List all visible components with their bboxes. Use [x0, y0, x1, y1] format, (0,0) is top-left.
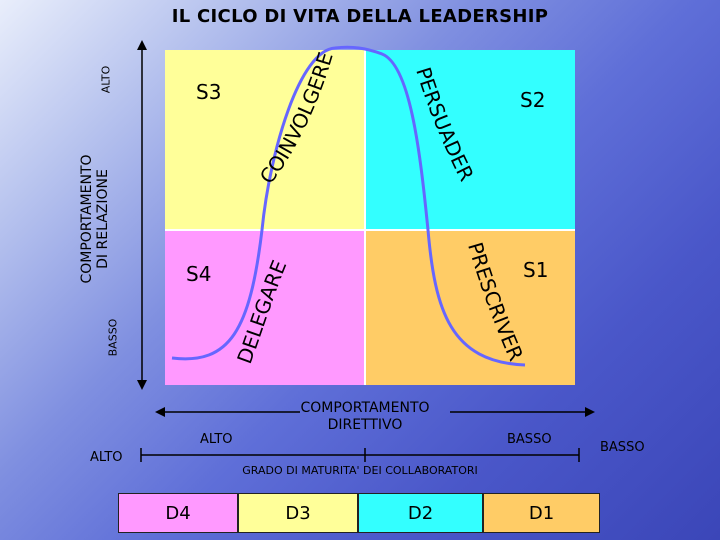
style-coinvolgere-text: COINVOLGERE	[255, 49, 338, 188]
x-axis-label: COMPORTAMENTO DIRETTIVO	[280, 400, 450, 434]
page-title: IL CICLO DI VITA DELLA LEADERSHIP	[171, 6, 549, 27]
y-axis-arrow	[137, 40, 147, 390]
level-d3: D3	[238, 493, 358, 533]
style-coinvolgere: COINVOLGERE	[255, 49, 338, 188]
maturity-low: BASSO	[600, 440, 645, 455]
level-d2: D2	[358, 493, 483, 533]
level-d4: D4	[118, 493, 238, 533]
x-axis-label-line2: DIRETTIVO	[327, 417, 403, 433]
quadrant-s2	[365, 50, 575, 230]
x-axis-arrow	[155, 407, 595, 417]
quadrant-divider-horizontal	[165, 229, 575, 231]
quadrant-s1	[365, 230, 575, 385]
style-delegare: DELEGARE	[232, 257, 291, 367]
curve-line	[171, 45, 526, 367]
s4-label: S4	[186, 262, 212, 286]
quadrant-divider-vertical	[364, 50, 366, 385]
maturity-scale	[140, 448, 580, 462]
s2-label: S2	[520, 88, 546, 112]
maturity-high: ALTO	[90, 450, 123, 465]
x-axis-high: ALTO	[200, 432, 233, 447]
x-axis-low: BASSO	[507, 432, 552, 447]
level-d1: D1	[483, 493, 600, 533]
maturity-label: GRADO DI MATURITA' DEI COLLABORATORI	[242, 464, 478, 477]
s3-label: S3	[196, 80, 222, 104]
s1-label: S1	[523, 258, 549, 282]
x-axis-label-line1: COMPORTAMENTO	[300, 400, 430, 416]
style-delegare-text: DELEGARE	[232, 257, 291, 367]
